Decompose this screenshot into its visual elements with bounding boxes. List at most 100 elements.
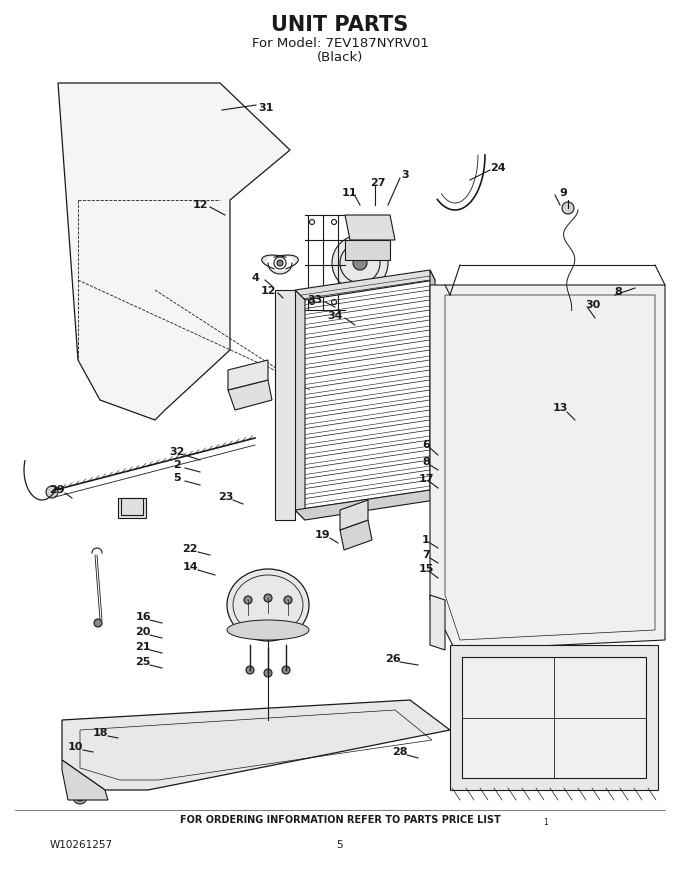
Text: 30: 30 — [585, 300, 600, 310]
Circle shape — [284, 596, 292, 604]
Text: (Black): (Black) — [317, 50, 363, 63]
Polygon shape — [62, 760, 108, 800]
Polygon shape — [274, 255, 299, 268]
Polygon shape — [340, 500, 368, 530]
Circle shape — [565, 315, 575, 325]
Circle shape — [282, 712, 294, 724]
Text: 27: 27 — [370, 178, 386, 188]
Text: 9: 9 — [559, 188, 567, 198]
Circle shape — [262, 712, 274, 724]
Circle shape — [94, 619, 102, 627]
Polygon shape — [430, 285, 665, 650]
Bar — [570, 315, 592, 325]
Polygon shape — [345, 215, 395, 240]
Text: 24: 24 — [490, 163, 506, 173]
Ellipse shape — [227, 620, 309, 640]
Text: 8: 8 — [422, 457, 430, 467]
Text: 14: 14 — [182, 562, 198, 572]
Polygon shape — [262, 255, 286, 268]
Text: 12: 12 — [192, 200, 208, 210]
Polygon shape — [462, 657, 646, 778]
Text: 1: 1 — [422, 535, 430, 545]
Text: 31: 31 — [258, 103, 273, 113]
Text: 5: 5 — [337, 840, 343, 850]
Text: 17: 17 — [418, 474, 434, 484]
Text: 4: 4 — [251, 273, 259, 283]
Text: 25: 25 — [135, 657, 151, 667]
Circle shape — [90, 97, 97, 104]
Circle shape — [309, 299, 314, 304]
Text: 1: 1 — [543, 818, 548, 827]
Text: 12: 12 — [260, 286, 276, 296]
Circle shape — [524, 688, 584, 748]
Circle shape — [405, 715, 415, 725]
Circle shape — [76, 793, 84, 801]
Polygon shape — [275, 290, 295, 520]
Circle shape — [562, 202, 574, 214]
Text: 6: 6 — [422, 440, 430, 450]
Polygon shape — [58, 83, 290, 420]
Text: 20: 20 — [135, 627, 151, 637]
Text: 26: 26 — [385, 654, 401, 664]
Circle shape — [90, 151, 97, 158]
Circle shape — [103, 755, 113, 765]
Text: 21: 21 — [135, 642, 151, 652]
Circle shape — [331, 299, 337, 304]
Circle shape — [222, 116, 228, 123]
Polygon shape — [228, 380, 272, 410]
Text: 23: 23 — [218, 492, 234, 502]
Text: 18: 18 — [92, 728, 107, 738]
Text: 5: 5 — [173, 473, 181, 483]
Text: 8: 8 — [614, 287, 622, 297]
Polygon shape — [295, 270, 435, 300]
Polygon shape — [430, 595, 445, 650]
Circle shape — [353, 256, 367, 270]
Circle shape — [309, 219, 314, 224]
Polygon shape — [295, 490, 435, 520]
Text: For Model: 7EV187NYRV01: For Model: 7EV187NYRV01 — [252, 36, 428, 49]
Polygon shape — [430, 270, 435, 500]
Circle shape — [332, 235, 388, 291]
Text: 15: 15 — [418, 564, 434, 574]
Bar — [490, 390, 610, 445]
Circle shape — [277, 260, 283, 266]
Circle shape — [242, 712, 254, 724]
Circle shape — [197, 97, 203, 104]
Text: 11: 11 — [341, 188, 357, 198]
Circle shape — [46, 486, 58, 498]
Circle shape — [370, 717, 380, 727]
Text: 16: 16 — [135, 612, 151, 622]
Text: 7: 7 — [422, 550, 430, 560]
Bar — [118, 498, 146, 518]
Text: 10: 10 — [67, 742, 83, 752]
Circle shape — [274, 257, 286, 269]
Polygon shape — [62, 700, 450, 790]
Text: 13: 13 — [552, 403, 568, 413]
Circle shape — [282, 666, 290, 674]
Bar — [500, 398, 600, 438]
Bar — [121, 498, 143, 515]
Text: 3: 3 — [401, 170, 409, 180]
Polygon shape — [340, 520, 372, 550]
Text: 32: 32 — [169, 447, 185, 457]
Polygon shape — [450, 645, 658, 790]
Text: 28: 28 — [392, 747, 408, 757]
Text: 33: 33 — [307, 295, 322, 305]
Circle shape — [140, 740, 150, 750]
Text: 19: 19 — [316, 530, 330, 540]
Circle shape — [73, 790, 87, 804]
Polygon shape — [228, 360, 268, 390]
Text: 2: 2 — [173, 460, 181, 470]
Circle shape — [264, 669, 272, 677]
Circle shape — [244, 596, 252, 604]
Ellipse shape — [227, 569, 309, 641]
Text: UNIT PARTS: UNIT PARTS — [271, 15, 409, 35]
Text: 22: 22 — [182, 544, 198, 554]
Circle shape — [246, 666, 254, 674]
Polygon shape — [295, 290, 305, 520]
Polygon shape — [268, 263, 292, 274]
Polygon shape — [345, 240, 390, 260]
Text: 34: 34 — [327, 311, 343, 321]
Text: W10261257: W10261257 — [50, 840, 113, 850]
Circle shape — [331, 219, 337, 224]
